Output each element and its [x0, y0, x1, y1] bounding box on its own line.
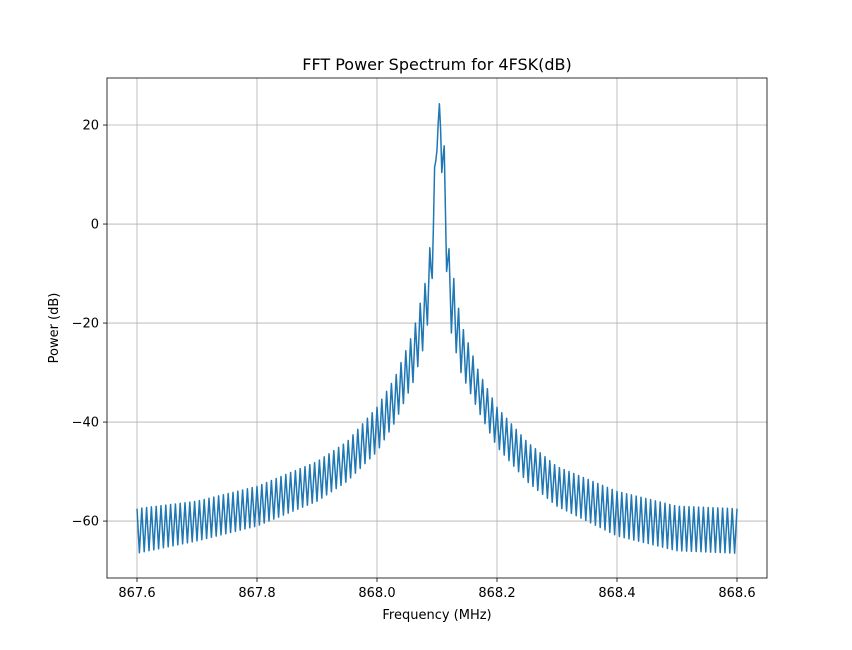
y-tick-label: 0 — [91, 218, 99, 233]
series-layer — [136, 102, 738, 554]
y-tick-label: −20 — [72, 317, 99, 332]
y-tick-label: 20 — [82, 119, 99, 134]
x-axis: 867.6 867.8 868.0 868.2 868.4 868.6 — [118, 578, 756, 601]
plot-background — [107, 78, 767, 578]
x-axis-label: Frequency (MHz) — [382, 608, 491, 623]
x-tick-label: 868.4 — [598, 586, 635, 601]
x-tick-label: 867.8 — [238, 586, 275, 601]
plot-frame — [106, 77, 768, 579]
y-axis-label: Power (dB) — [47, 293, 62, 364]
y-tick-label: −60 — [72, 515, 99, 530]
x-tick-label: 868.0 — [358, 586, 395, 601]
y-axis: −60 −40 −20 0 20 — [72, 119, 107, 530]
x-tick-label: 867.6 — [118, 586, 155, 601]
x-tick-label: 868.6 — [718, 586, 755, 601]
y-tick-label: −40 — [72, 416, 99, 431]
spectrum-line — [136, 102, 738, 554]
x-tick-label: 868.2 — [478, 586, 515, 601]
chart-title: FFT Power Spectrum for 4FSK(dB) — [302, 55, 572, 74]
